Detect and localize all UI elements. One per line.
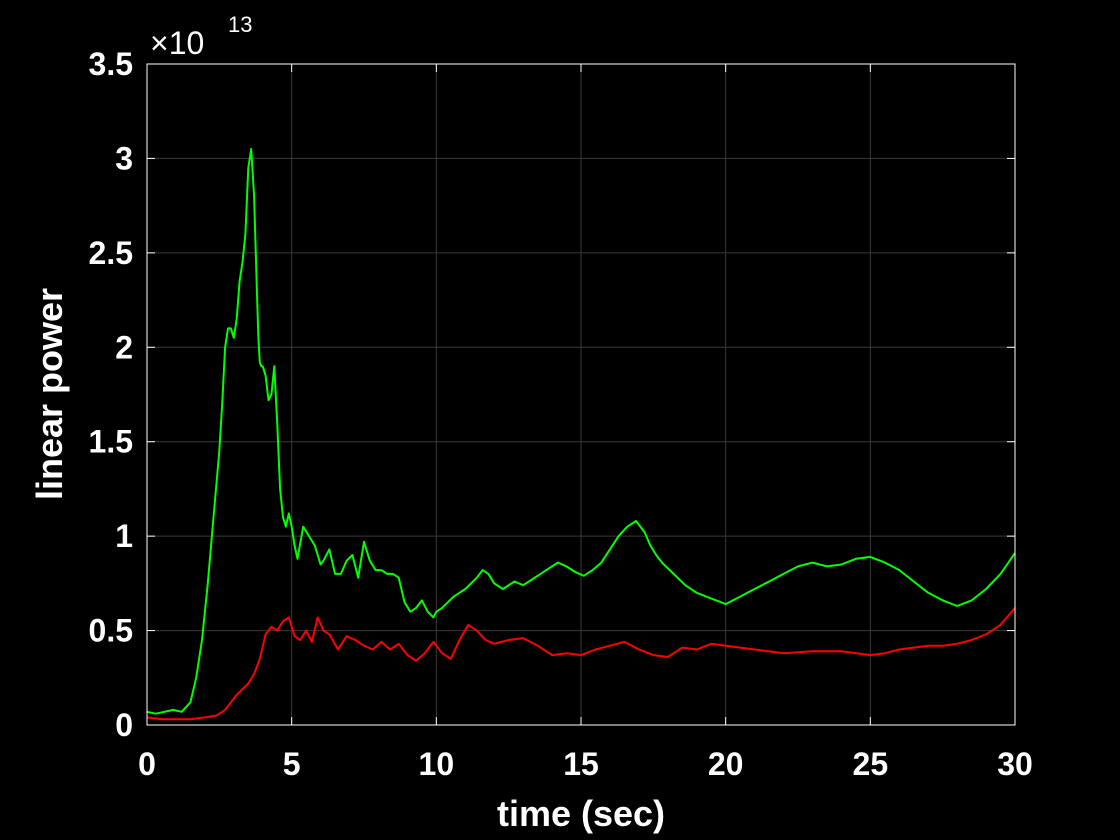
y-axis-label: linear power [29, 288, 70, 500]
series-line-2 [146, 607, 1016, 721]
y-multiplier-exponent: 13 [228, 12, 252, 37]
y-multiplier-base: ×10 [150, 25, 204, 61]
x-tick-label: 20 [708, 746, 744, 782]
y-tick-label: 2.5 [89, 235, 133, 271]
x-tick-label: 10 [419, 746, 455, 782]
x-tick-label: 5 [283, 746, 301, 782]
x-tick-labels: 0 5 10 15 20 25 30 [138, 746, 1033, 782]
series-line-1 [146, 148, 1016, 715]
x-tick-label: 15 [563, 746, 599, 782]
y-tick-label: 3.5 [89, 46, 133, 82]
x-tick-label: 25 [853, 746, 889, 782]
x-tick-label: 30 [997, 746, 1033, 782]
y-tick-label: 1 [115, 518, 133, 554]
y-tick-label: 0.5 [89, 613, 133, 649]
y-tick-labels: 0 0.5 1 1.5 2 2.5 3 3.5 [89, 46, 133, 743]
y-tick-label: 1.5 [89, 424, 133, 460]
y-tick-label: 3 [115, 140, 133, 176]
tick-marks [146, 63, 1016, 726]
y-tick-label: 0 [115, 707, 133, 743]
x-axis-label: time (sec) [497, 793, 665, 834]
y-tick-label: 2 [115, 329, 133, 365]
series-group [146, 148, 1016, 721]
x-tick-label: 0 [138, 746, 156, 782]
